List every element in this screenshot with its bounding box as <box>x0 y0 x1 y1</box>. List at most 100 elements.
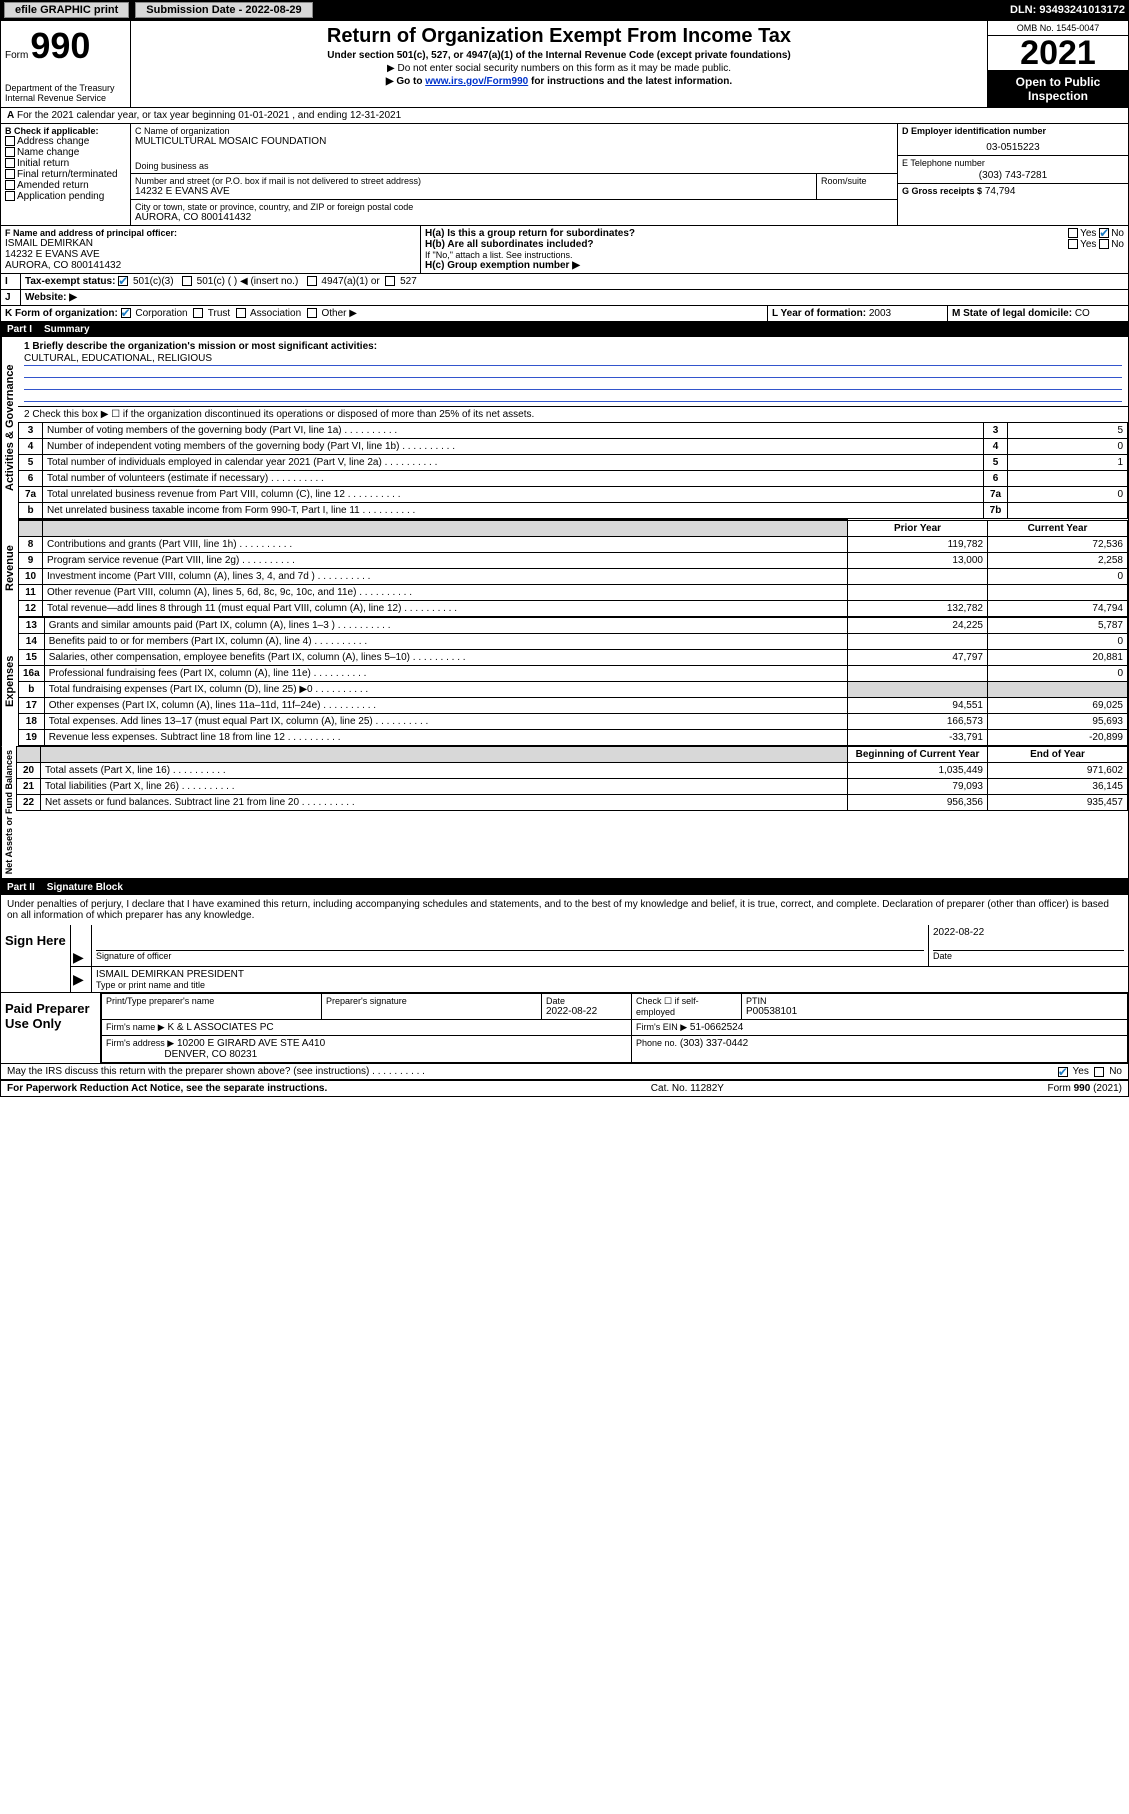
footer-right: Form 990 (2021) <box>1048 1083 1122 1094</box>
j-label: Website: ▶ <box>25 292 77 303</box>
arrow-icon: ▶ <box>73 949 84 965</box>
c-dba-label: Doing business as <box>135 161 893 171</box>
part1-title: Summary <box>44 324 90 335</box>
d-label: D Employer identification number <box>902 126 1124 136</box>
expenses-table: 13Grants and similar amounts paid (Part … <box>18 617 1128 746</box>
h-b-note: If "No," attach a list. See instructions… <box>425 250 1124 260</box>
submission-date-label: Submission Date <box>146 4 235 16</box>
hb-no-checkbox[interactable] <box>1099 239 1109 249</box>
form-word: Form <box>5 50 28 61</box>
c-city: AURORA, CO 800141432 <box>135 212 893 223</box>
col-current: Current Year <box>988 520 1128 537</box>
c-name: MULTICULTURAL MOSAIC FOUNDATION <box>135 136 893 147</box>
part2-title: Signature Block <box>47 882 123 893</box>
header-right: OMB No. 1545-0047 2021 Open to Public In… <box>988 21 1128 107</box>
jurat: Under penalties of perjury, I declare th… <box>1 895 1128 925</box>
k-corp-checkbox[interactable] <box>121 308 131 318</box>
f-name: ISMAIL DEMIRKAN <box>5 238 416 249</box>
arrow-icon: ▶ <box>73 971 84 987</box>
goto-suffix: for instructions and the latest informat… <box>528 76 732 87</box>
revenue-table: Prior YearCurrent Year 8Contributions an… <box>18 519 1128 617</box>
k-assoc-checkbox[interactable] <box>236 308 246 318</box>
cb-name-change[interactable]: Name change <box>5 147 126 158</box>
i-501c-checkbox[interactable] <box>182 276 192 286</box>
cb-amended[interactable]: Amended return <box>5 180 126 191</box>
m-label: M State of legal domicile: <box>952 308 1072 319</box>
footer-mid: Cat. No. 11282Y <box>651 1083 724 1094</box>
c-addr-label: Number and street (or P.O. box if mail i… <box>135 176 812 186</box>
h-b: H(b) Are all subordinates included? Yes … <box>425 239 1124 250</box>
g-label: G Gross receipts $ <box>902 186 982 196</box>
firm-ein: 51-0662524 <box>690 1022 743 1033</box>
note-ssn: ▶ Do not enter social security numbers o… <box>137 63 981 74</box>
tax-year: 2021 <box>988 36 1128 71</box>
i-label: Tax-exempt status: <box>25 276 115 287</box>
sig-date-label: Date <box>933 951 1124 961</box>
block-i: I Tax-exempt status: 501(c)(3) 501(c) ( … <box>1 274 1128 290</box>
footer-left: For Paperwork Reduction Act Notice, see … <box>7 1083 327 1094</box>
d-ein: 03-0515223 <box>902 142 1124 153</box>
e-phone: (303) 743-7281 <box>902 170 1124 181</box>
i-527-checkbox[interactable] <box>385 276 395 286</box>
dln-value: 93493241013172 <box>1039 4 1125 16</box>
topbar: efile GRAPHIC print Submission Date - 20… <box>0 0 1129 20</box>
f-addr2: AURORA, CO 800141432 <box>5 260 416 271</box>
cb-address-change[interactable]: Address change <box>5 136 126 147</box>
q2: 2 Check this box ▶ ☐ if the organization… <box>18 407 1128 422</box>
form-header: Form 990 Department of the Treasury Inte… <box>1 21 1128 108</box>
sig-date: 2022-08-22 <box>933 927 1124 939</box>
block-j: J Website: ▶ <box>1 290 1128 306</box>
f-addr1: 14232 E EVANS AVE <box>5 249 416 260</box>
dept-treasury: Department of the Treasury Internal Reve… <box>5 83 126 103</box>
discuss-no-checkbox[interactable] <box>1094 1067 1104 1077</box>
cb-final-return[interactable]: Final return/terminated <box>5 169 126 180</box>
hb-yes-checkbox[interactable] <box>1068 239 1078 249</box>
i-501c3-checkbox[interactable] <box>118 276 128 286</box>
form-number: 990 <box>30 25 90 67</box>
col-prior: Prior Year <box>848 520 988 537</box>
preparer-table: Print/Type preparer's name Preparer's si… <box>101 993 1128 1063</box>
blocks-bcdeg: B Check if applicable: Address change Na… <box>1 124 1128 226</box>
ha-yes-checkbox[interactable] <box>1068 228 1078 238</box>
firm-addr2: DENVER, CO 80231 <box>164 1049 257 1060</box>
ha-no-checkbox[interactable] <box>1099 228 1109 238</box>
blocks-fh: F Name and address of principal officer:… <box>1 226 1128 274</box>
form-subtitle: Under section 501(c), 527, or 4947(a)(1)… <box>137 50 981 61</box>
e-label: E Telephone number <box>902 158 1124 168</box>
side-netassets: Net Assets or Fund Balances <box>1 746 16 878</box>
cb-initial-return[interactable]: Initial return <box>5 158 126 169</box>
ptin: P00538101 <box>746 1006 1123 1017</box>
submission-date-value: 2022-08-29 <box>245 4 301 16</box>
block-klm: K Form of organization: Corporation Trus… <box>1 306 1128 322</box>
prep-name-label: Print/Type preparer's name <box>106 996 317 1006</box>
c-addr: 14232 E EVANS AVE <box>135 186 812 197</box>
governance-table: 3Number of voting members of the governi… <box>18 422 1128 519</box>
block-f: F Name and address of principal officer:… <box>1 226 421 273</box>
cb-app-pending[interactable]: Application pending <box>5 191 126 202</box>
submission-date-button[interactable]: Submission Date - 2022-08-29 <box>135 2 312 18</box>
header-left: Form 990 Department of the Treasury Inte… <box>1 21 131 107</box>
block-b-label: B Check if applicable: <box>5 126 126 136</box>
col-end: End of Year <box>988 747 1128 763</box>
check-self-employed[interactable]: Check ☐ if self-employed <box>636 996 737 1017</box>
g-receipts: 74,794 <box>985 186 1016 197</box>
paid-preparer: Paid Preparer Use Only <box>1 993 101 1063</box>
firm-addr-label: Firm's address ▶ <box>106 1038 174 1048</box>
sig-officer-label: Signature of officer <box>96 951 924 961</box>
k-trust-checkbox[interactable] <box>193 308 203 318</box>
side-revenue: Revenue <box>1 519 18 617</box>
efile-print-button[interactable]: efile GRAPHIC print <box>4 2 129 18</box>
h-c: H(c) Group exemption number ▶ <box>425 260 1124 271</box>
section-expenses: Expenses 13Grants and similar amounts pa… <box>1 617 1128 746</box>
netassets-table: Beginning of Current YearEnd of Year 20T… <box>16 746 1128 811</box>
part2-num: Part II <box>7 882 35 893</box>
discuss-yes-checkbox[interactable] <box>1058 1067 1068 1077</box>
block-b: B Check if applicable: Address change Na… <box>1 124 131 225</box>
line-a: A For the 2021 calendar year, or tax yea… <box>1 108 1128 124</box>
k-other-checkbox[interactable] <box>307 308 317 318</box>
form990-link[interactable]: www.irs.gov/Form990 <box>425 76 528 87</box>
block-deg: D Employer identification number 03-0515… <box>898 124 1128 225</box>
i-4947-checkbox[interactable] <box>307 276 317 286</box>
dln: DLN: 93493241013172 <box>1010 4 1125 16</box>
dln-label: DLN: <box>1010 4 1036 16</box>
